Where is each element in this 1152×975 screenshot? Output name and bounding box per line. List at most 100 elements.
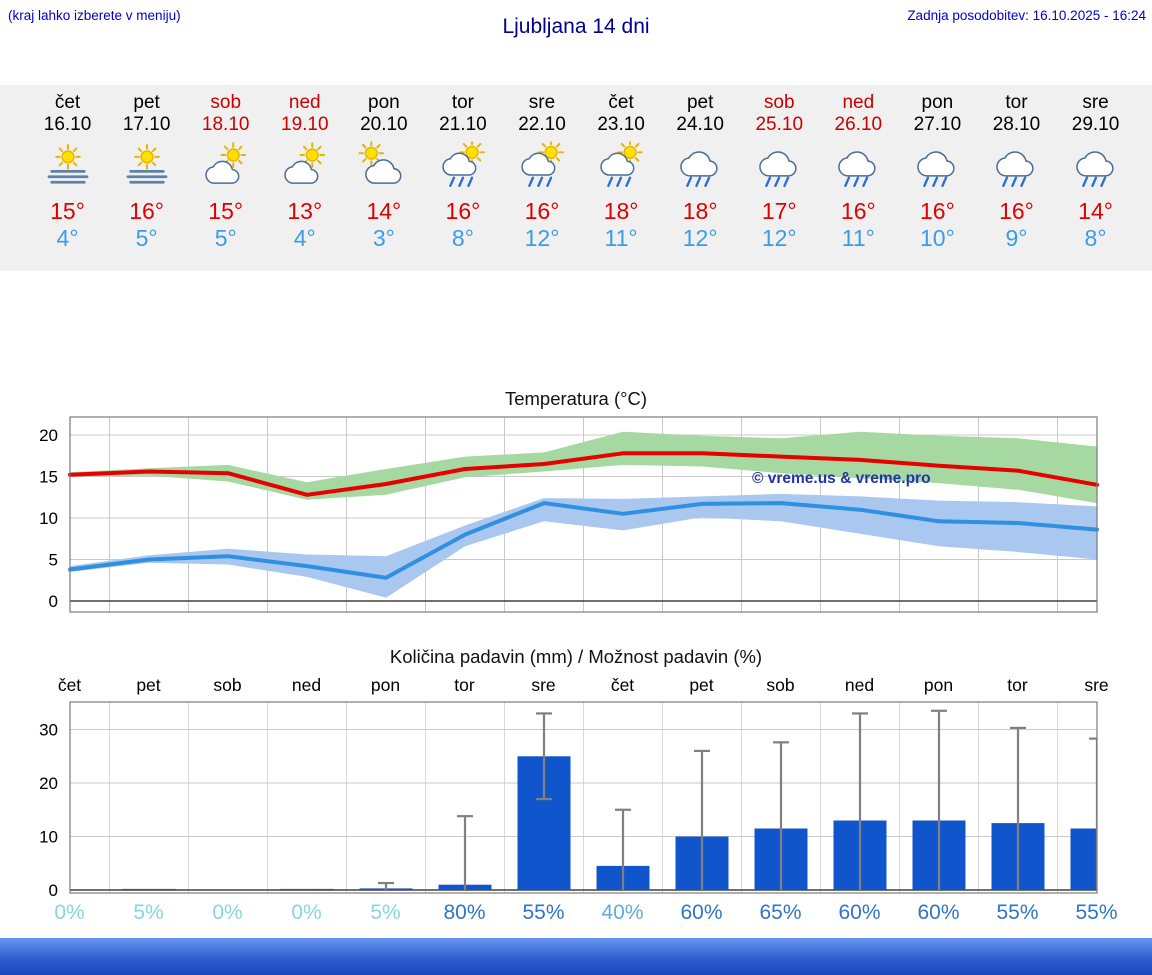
svg-text:20: 20	[39, 426, 58, 445]
day-name-label: sob	[210, 92, 242, 113]
forecast-strip: čet 16.10 15° 4° pet 17.10 16° 5° sob 18.10 15° 5° n…	[0, 85, 1152, 271]
day-name-label: pet	[686, 92, 714, 113]
partly-sunny-icon	[197, 141, 255, 189]
footer-bar	[0, 938, 1152, 975]
max-temperatura-line	[68, 451, 1099, 497]
precip-day-label: sob	[766, 675, 795, 695]
day-low-temp: 5°	[214, 225, 237, 251]
forecast-day-column: sre 22.10 16° 12°	[502, 92, 581, 253]
day-date-label: 24.10	[676, 114, 724, 135]
day-high-temp: 16°	[920, 198, 955, 224]
rain-icon	[908, 141, 966, 189]
fog-sun-icon	[118, 141, 176, 189]
forecast-day-column: ned 19.10 13° 4°	[265, 92, 344, 253]
forecast-columns: čet 16.10 15° 4° pet 17.10 16° 5° sob 18.10 15° 5° n…	[28, 92, 1135, 253]
day-name-label: pon	[368, 92, 400, 113]
day-name-label: sre	[528, 92, 556, 113]
day-name-label: čet	[54, 92, 81, 113]
rain-sun-icon	[434, 141, 492, 189]
fog-sun-icon	[39, 141, 97, 189]
rain-icon	[829, 141, 887, 189]
day-low-temp: 11°	[841, 225, 875, 251]
day-high-temp: 13°	[287, 198, 323, 224]
day-high-temp: 15°	[50, 198, 85, 224]
day-low-temp: 12°	[524, 225, 560, 251]
day-name-label: tor	[1005, 92, 1028, 113]
day-name-label: sob	[763, 92, 795, 113]
day-date-label: 19.10	[281, 114, 329, 135]
precip-day-label: pet	[136, 675, 161, 695]
precip-probability-label: 55%	[522, 901, 565, 924]
day-high-temp: 15°	[208, 198, 244, 224]
day-high-temp: 18°	[682, 198, 718, 224]
day-name-label: pon	[921, 92, 954, 113]
probability-row: 0% 5% 0% 0% 5% 80% 55% 40% 60% 65% 60% 60% 55% 55%	[30, 901, 1136, 925]
day-low-temp: 4°	[293, 225, 316, 251]
day-date-label: 28.10	[992, 114, 1041, 135]
watermark-link[interactable]: © vreme.us & vreme.pro	[752, 470, 931, 487]
day-date-label: 25.10	[755, 114, 804, 135]
forecast-day-column: tor 28.10 16° 9°	[977, 92, 1056, 253]
temperature-chart: 0 5 10 15 20 © vreme.us & vreme.pro	[39, 416, 1099, 613]
day-low-temp: 9°	[1005, 225, 1028, 251]
partly-sunny-icon	[276, 141, 334, 189]
precip-day-labels: čet pet sob ned pon tor sre čet pet sob ned pon tor s…	[30, 675, 1136, 696]
day-name-label: ned	[288, 92, 321, 113]
forecast-day-column: sre 29.10 14° 8°	[1056, 92, 1135, 253]
forecast-day-column: čet 23.10 18° 11°	[582, 92, 661, 253]
rain-sun-icon	[513, 141, 571, 189]
precip-probability-label: 55%	[996, 901, 1039, 924]
svg-text:0: 0	[49, 592, 58, 611]
precip-probability-label: 65%	[759, 901, 802, 924]
forecast-day-column: čet 16.10 15° 4°	[28, 92, 107, 253]
precip-probability-label: 80%	[443, 901, 486, 924]
precip-day-label: tor	[454, 675, 475, 695]
day-low-temp: 12°	[761, 225, 797, 251]
precip-day-label: pon	[370, 675, 401, 695]
rain-icon	[987, 141, 1045, 189]
day-high-temp: 14°	[366, 198, 402, 224]
precip-probability-label: 60%	[838, 901, 881, 924]
day-low-temp: 3°	[372, 225, 395, 251]
forecast-day-column: sob 18.10 15° 5°	[186, 92, 265, 253]
day-high-temp: 16°	[840, 198, 876, 224]
min-temperatura-line	[68, 501, 1099, 580]
page-title: Ljubljana 14 dni	[502, 15, 650, 38]
day-high-temp: 17°	[761, 198, 797, 224]
day-high-temp: 16°	[445, 198, 481, 224]
day-name-label: čet	[608, 92, 634, 113]
day-date-label: 27.10	[913, 114, 962, 135]
day-date-label: 23.10	[597, 114, 645, 135]
svg-text:15: 15	[39, 468, 58, 487]
svg-text:10: 10	[39, 828, 58, 847]
day-date-label: 16.10	[43, 114, 92, 135]
day-date-label: 18.10	[201, 114, 250, 135]
precip-day-label: sob	[213, 675, 242, 695]
svg-text:0: 0	[49, 881, 58, 900]
day-date-label: 26.10	[834, 114, 883, 135]
rain-icon	[1067, 141, 1125, 189]
day-high-temp: 16°	[524, 198, 560, 224]
day-date-label: 20.10	[360, 114, 408, 135]
day-low-temp: 10°	[920, 225, 955, 251]
precip-probability-label: 40%	[601, 901, 644, 924]
day-date-label: 22.10	[518, 114, 566, 135]
precip-probability-label: 5%	[133, 901, 164, 924]
forecast-day-column: pon 27.10 16° 10°	[898, 92, 977, 253]
rain-sun-icon	[592, 141, 650, 189]
min-temperatura-band	[70, 493, 1097, 598]
precip-whiskers	[378, 709, 1097, 890]
precip-probability-label: 0%	[212, 901, 243, 924]
rain-icon	[671, 141, 729, 189]
forecast-day-column: pon 20.10 14° 3°	[344, 92, 423, 253]
svg-text:20: 20	[39, 774, 58, 793]
mostly-cloudy-icon	[355, 141, 413, 189]
precip-probability-label: 60%	[680, 901, 723, 924]
day-low-temp: 5°	[135, 225, 158, 251]
forecast-day-column: sob 25.10 17° 12°	[740, 92, 819, 253]
precip-day-label: pon	[923, 675, 954, 695]
temp-y-axis-labels: 0 5 10 15 20	[39, 426, 58, 611]
day-name-label: sre	[1082, 92, 1109, 113]
precip-day-label: ned	[291, 675, 322, 695]
